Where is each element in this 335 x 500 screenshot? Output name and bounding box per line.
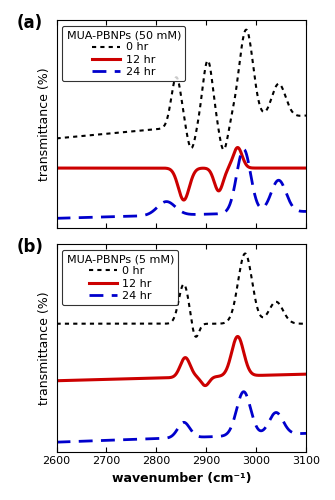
12 hr bbox=[182, 197, 186, 203]
0 hr bbox=[304, 320, 308, 326]
0 hr bbox=[251, 284, 255, 290]
Text: (b): (b) bbox=[17, 238, 44, 256]
0 hr bbox=[55, 320, 59, 326]
12 hr bbox=[169, 374, 173, 380]
24 hr bbox=[251, 184, 255, 190]
Y-axis label: transmittance (%): transmittance (%) bbox=[38, 67, 51, 181]
12 hr bbox=[67, 378, 71, 384]
12 hr bbox=[55, 165, 59, 171]
12 hr bbox=[297, 165, 301, 171]
0 hr bbox=[244, 26, 248, 32]
Line: 24 hr: 24 hr bbox=[57, 392, 306, 442]
24 hr bbox=[242, 146, 246, 152]
12 hr bbox=[297, 372, 301, 378]
0 hr bbox=[297, 112, 301, 118]
24 hr bbox=[176, 206, 180, 212]
24 hr bbox=[67, 215, 71, 221]
0 hr bbox=[67, 134, 71, 140]
12 hr bbox=[176, 368, 180, 374]
Line: 12 hr: 12 hr bbox=[57, 148, 306, 200]
24 hr bbox=[297, 430, 301, 436]
24 hr bbox=[297, 208, 301, 214]
24 hr bbox=[67, 438, 71, 444]
Line: 24 hr: 24 hr bbox=[57, 149, 306, 218]
0 hr bbox=[222, 146, 226, 152]
24 hr bbox=[242, 388, 246, 394]
12 hr bbox=[236, 144, 240, 150]
12 hr bbox=[251, 371, 255, 377]
24 hr bbox=[297, 208, 301, 214]
12 hr bbox=[236, 334, 240, 340]
0 hr bbox=[169, 319, 173, 325]
24 hr bbox=[176, 426, 180, 432]
0 hr bbox=[169, 95, 173, 101]
24 hr bbox=[55, 439, 59, 445]
0 hr bbox=[176, 301, 180, 307]
0 hr bbox=[251, 62, 255, 68]
12 hr bbox=[304, 371, 308, 377]
0 hr bbox=[55, 136, 59, 141]
0 hr bbox=[297, 320, 301, 326]
24 hr bbox=[169, 200, 173, 206]
24 hr bbox=[169, 434, 173, 440]
0 hr bbox=[194, 334, 198, 340]
24 hr bbox=[251, 414, 255, 420]
Y-axis label: transmittance (%): transmittance (%) bbox=[38, 291, 51, 405]
24 hr bbox=[55, 216, 59, 222]
12 hr bbox=[297, 165, 301, 171]
24 hr bbox=[304, 430, 308, 436]
24 hr bbox=[297, 430, 301, 436]
0 hr bbox=[297, 112, 301, 118]
12 hr bbox=[55, 378, 59, 384]
Line: 12 hr: 12 hr bbox=[57, 336, 306, 386]
12 hr bbox=[297, 372, 301, 378]
0 hr bbox=[297, 320, 301, 326]
0 hr bbox=[243, 250, 247, 256]
12 hr bbox=[169, 168, 173, 173]
Legend: 0 hr, 12 hr, 24 hr: 0 hr, 12 hr, 24 hr bbox=[62, 26, 185, 82]
Text: (a): (a) bbox=[17, 14, 43, 32]
12 hr bbox=[67, 165, 71, 171]
0 hr bbox=[67, 320, 71, 326]
X-axis label: wavenumber (cm⁻¹): wavenumber (cm⁻¹) bbox=[112, 472, 251, 485]
Legend: 0 hr, 12 hr, 24 hr: 0 hr, 12 hr, 24 hr bbox=[62, 250, 178, 305]
0 hr bbox=[304, 112, 308, 118]
Line: 0 hr: 0 hr bbox=[57, 30, 306, 150]
12 hr bbox=[251, 165, 255, 171]
0 hr bbox=[176, 76, 180, 82]
24 hr bbox=[304, 208, 308, 214]
12 hr bbox=[203, 382, 207, 388]
12 hr bbox=[176, 183, 180, 189]
12 hr bbox=[304, 165, 308, 171]
Line: 0 hr: 0 hr bbox=[57, 254, 306, 337]
